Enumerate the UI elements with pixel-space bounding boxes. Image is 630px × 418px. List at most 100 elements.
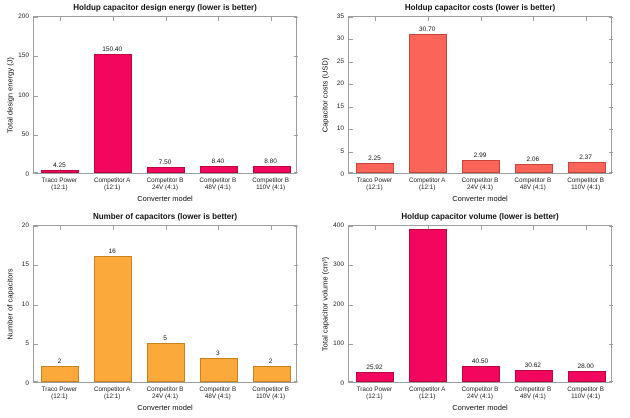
y-tick-label: 15 [336,102,344,110]
chart-title: Holdup capacitor costs (lower is better) [404,3,556,12]
bar-competitor-b-5 [252,366,291,382]
y-tick-mark-left [34,95,38,97]
x-tick-mark-top [480,226,482,230]
y-tick-mark-left [34,381,38,382]
x-tick-mark-top [271,17,273,21]
x-tick-label-line: Competitor B [252,386,289,393]
bar-competitor-a-2 [409,228,448,382]
y-tick-mark-right [609,39,613,41]
x-tick-mark-top [165,226,167,230]
x-tick-label-line: (12:1) [418,393,436,401]
x-tick-label: Competitor B 48V (4:1) [501,386,565,401]
y-tick-mark-left [349,226,353,227]
x-tick-label-line: (12:1) [366,393,383,401]
x-tick-mark-top [586,17,588,21]
bar-value-label: 7.50 [158,159,172,167]
y-tick-label: 100 [18,91,29,99]
bar-value-label: 25.92 [366,363,383,371]
y-tick-mark-right [609,61,613,63]
y-tick-mark-right [294,17,298,18]
bar-competitor-b-4 [514,369,553,382]
y-tick-mark-right [294,226,298,227]
x-tick-label-line: 48V (4:1) [519,184,546,192]
y-tick-label: 150 [18,52,29,59]
y-tick-mark-right [609,17,613,18]
x-tick-label-line: Competitor A [408,177,446,184]
y-tick-mark-left [34,265,38,266]
x-tick-mark-top [427,17,429,21]
bar-value-label: 2.25 [368,154,381,162]
x-tick-mark-top [271,226,273,230]
y-tick-label: 400 [333,221,344,229]
bar-competitor-b-4 [514,163,553,173]
x-tick-label-line: Competitor A [93,386,131,393]
x-tick-mark-top [218,17,220,21]
plot-area [348,16,613,174]
y-tick-label: 0 [25,379,29,387]
chart-title: Number of capacitors (lower is better) [92,212,238,221]
x-tick-label-line: Competitor A [408,386,446,393]
x-tick-label-line: (12:1) [51,393,68,401]
x-tick-label-line: Traco Power [41,386,78,393]
x-tick-label-line: 48V (4:1) [204,184,231,192]
x-tick-mark-top [218,226,220,230]
y-tick-mark-left [349,129,353,131]
x-tick-label: Competitor B 24V (4:1) [133,177,197,192]
y-tick-mark-right [294,56,298,57]
x-tick-label: Competitor B 48V (4:1) [501,177,565,192]
bar-value-label: 3 [215,350,220,358]
bar-competitor-b-4 [199,358,238,382]
y-tick-mark-left [349,172,353,173]
x-tick-label-line: (12:1) [103,393,121,401]
bar-value-label: 2 [57,358,62,366]
y-tick-mark-left [349,61,353,63]
x-axis-label: Converter model [137,403,193,412]
bar-competitor-b-3 [462,366,500,382]
x-tick-label-line: Competitor A [93,177,131,184]
bar-competitor-b-4 [199,166,238,173]
y-tick-label: 30 [336,35,344,43]
y-axis-label-text: Total design energy (J) [5,57,15,133]
x-tick-label-line: (12:1) [366,184,383,192]
x-tick-label: Traco Power (12:1) [342,386,406,401]
x-tick-label: Competitor B 24V (4:1) [448,177,512,192]
y-tick-mark-left [349,381,353,382]
y-axis-label-text: Total capacitor volume (cm³) [320,256,330,352]
bar-value-label: 8.80 [264,158,277,166]
y-tick-mark-left [349,304,353,306]
y-tick-mark-right [294,344,298,345]
x-tick-mark-top [374,17,376,21]
y-tick-mark-right [609,381,613,382]
y-tick-mark-right [609,84,613,86]
x-tick-label: Competitor A (12:1) [395,386,459,401]
x-tick-label-line: Competitor B [199,177,237,184]
y-tick-mark-left [34,135,38,136]
chart-quadrant-3: Number of capacitors (lower is better) 0 5… [0,209,315,418]
y-tick-mark-right [609,344,613,345]
x-tick-mark-top [480,17,482,21]
bar-competitor-b-3 [147,342,185,382]
x-axis-label: Converter model [452,194,508,203]
y-tick-label: 50 [21,131,29,138]
y-tick-label: 35 [336,12,344,20]
plot-area [348,225,613,383]
x-tick-label-line: 24V (4:1) [467,184,493,192]
x-tick-label-line: Competitor B [146,177,184,184]
y-tick-mark-left [349,151,353,153]
x-axis-label: Converter model [452,403,508,412]
bar-traco-power-1 [41,169,80,173]
y-tick-mark-right [609,151,613,153]
x-tick-label-line: (12:1) [103,184,121,192]
bar-value-label: 40.50 [471,358,489,365]
y-tick-mark-right [294,265,298,266]
y-tick-mark-right [609,106,613,108]
bar-value-label: 16 [108,247,116,255]
x-tick-label: Competitor B 24V (4:1) [448,386,512,401]
y-axis-label-text: Capacitor costs (USD) [320,57,330,133]
x-tick-mark-top [374,226,376,230]
y-tick-mark-right [609,304,613,306]
x-tick-label: Competitor B 110V (4:1) [239,386,303,401]
x-tick-label-line: Competitor B [567,386,604,393]
chart-title: Holdup capacitor volume (lower is better… [401,212,559,221]
x-tick-label: Traco Power (12:1) [342,177,406,192]
